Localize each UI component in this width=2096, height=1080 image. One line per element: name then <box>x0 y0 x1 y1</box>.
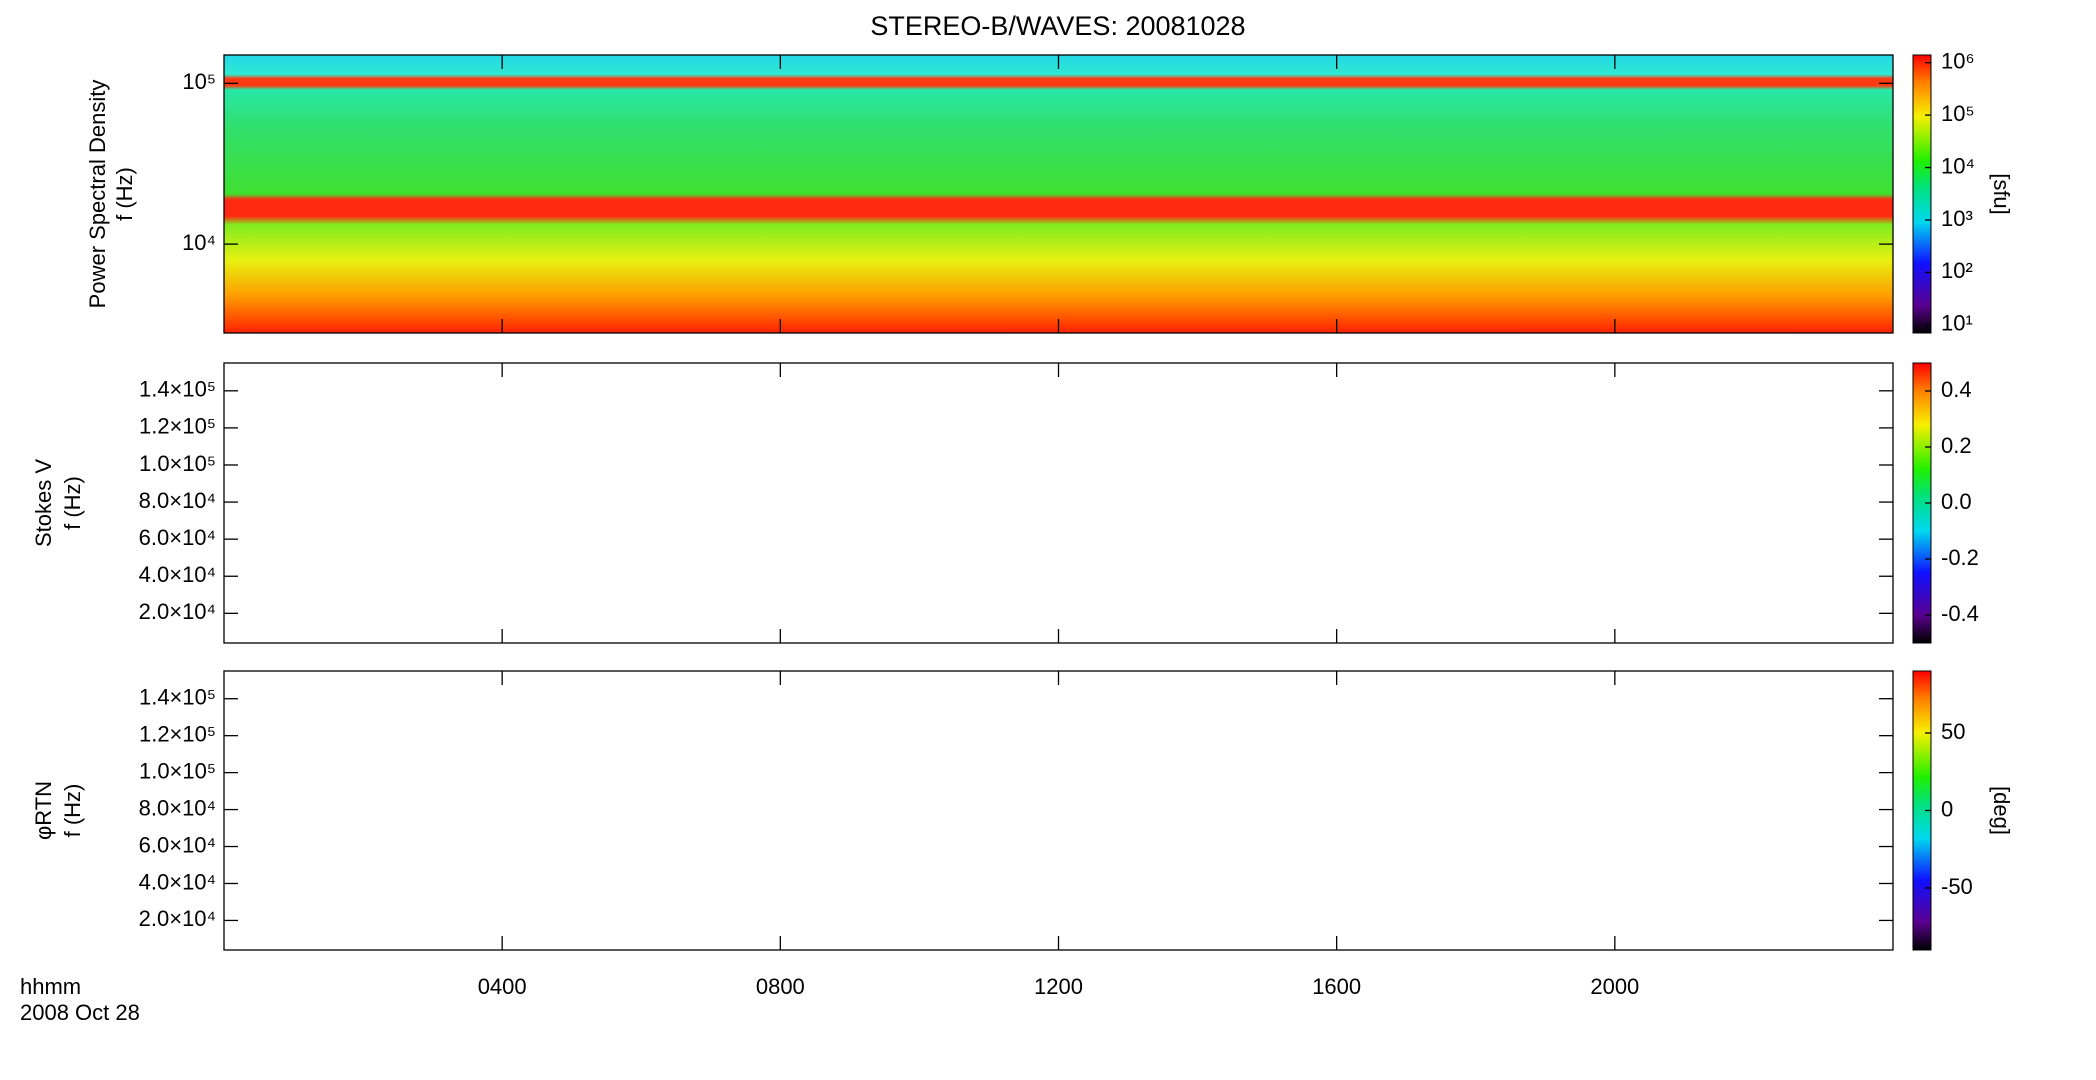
y-tick-label: 8.0×10⁴ <box>139 795 216 820</box>
y-tick-label: 10⁴ <box>182 230 216 255</box>
colorbar-tick-label: 10⁶ <box>1941 48 1975 73</box>
colorbar-label: [deg] <box>1989 786 2014 835</box>
colorbar-label: [sfu] <box>1989 173 2014 215</box>
y-tick-label: 1.4×10⁵ <box>139 377 216 402</box>
colorbar-tick-label: -0.4 <box>1941 601 1979 626</box>
y-tick-label: 6.0×10⁴ <box>139 832 216 857</box>
colorbar-tick-label: 0 <box>1941 796 1953 821</box>
x-axis-label: 2008 Oct 28 <box>20 1000 140 1025</box>
x-tick-label: 2000 <box>1590 974 1639 999</box>
y-tick-label: 1.2×10⁵ <box>139 414 216 439</box>
colorbar-tick-label: 50 <box>1941 719 1965 744</box>
y-tick-label: 4.0×10⁴ <box>139 562 216 587</box>
colorbar-tick-label: 10⁵ <box>1941 101 1975 126</box>
colorbar-tick-label: -0.2 <box>1941 545 1979 570</box>
colorbar-tick-label: 10³ <box>1941 206 1973 231</box>
colorbar-tick-label: 10⁴ <box>1941 153 1975 178</box>
y-tick-label: 8.0×10⁴ <box>139 488 216 513</box>
y-tick-label: 1.0×10⁵ <box>139 758 216 783</box>
x-tick-label: 1600 <box>1312 974 1361 999</box>
y-tick-label: 1.2×10⁵ <box>139 721 216 746</box>
y-axis-label: Stokes V <box>31 459 56 547</box>
y-axis-label: Power Spectral Density <box>85 80 110 309</box>
x-tick-label: 1200 <box>1034 974 1083 999</box>
y-axis-label: f (Hz) <box>60 476 85 530</box>
spectrogram-image <box>224 55 1893 333</box>
y-tick-label: 1.0×10⁵ <box>139 451 216 476</box>
y-tick-label: 1.4×10⁵ <box>139 685 216 710</box>
colorbar <box>1912 54 1932 334</box>
colorbar-tick-label: 10¹ <box>1941 311 1973 336</box>
figure-title: STEREO-B/WAVES: 20081028 <box>870 11 1245 41</box>
y-tick-label: 2.0×10⁴ <box>139 906 216 931</box>
y-tick-label: 4.0×10⁴ <box>139 869 216 894</box>
colorbar-tick-label: 0.4 <box>1941 377 1972 402</box>
y-axis-label: f (Hz) <box>112 167 137 221</box>
y-axis-label: f (Hz) <box>60 784 85 838</box>
x-tick-label: 0800 <box>756 974 805 999</box>
plot-frame <box>223 670 1894 951</box>
y-tick-label: 6.0×10⁴ <box>139 525 216 550</box>
y-tick-label: 2.0×10⁴ <box>139 599 216 624</box>
colorbar-tick-label: -50 <box>1941 874 1973 899</box>
plot-frame <box>223 362 1894 644</box>
y-axis-label: φRTN <box>31 781 56 840</box>
colorbar-tick-label: 10² <box>1941 258 1973 283</box>
colorbar-tick-label: 0.2 <box>1941 433 1972 458</box>
x-tick-label: 0400 <box>478 974 527 999</box>
colorbar-tick-label: 0.0 <box>1941 489 1972 514</box>
y-tick-label: 10⁵ <box>182 69 216 94</box>
x-axis-label: hhmm <box>20 974 81 999</box>
